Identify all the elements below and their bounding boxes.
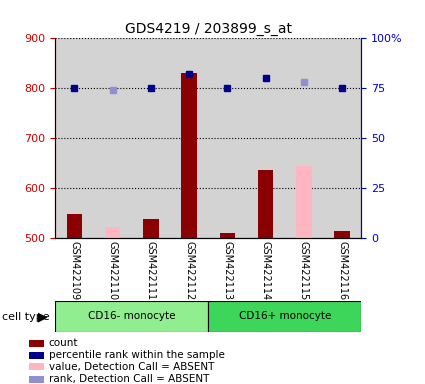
Bar	[55, 301, 208, 332]
Bar	[246, 38, 285, 238]
Title: GDS4219 / 203899_s_at: GDS4219 / 203899_s_at	[125, 22, 292, 36]
Bar	[29, 339, 44, 346]
Bar	[55, 38, 94, 238]
Bar	[208, 301, 361, 332]
Bar	[29, 352, 44, 359]
Text: percentile rank within the sample: percentile rank within the sample	[48, 350, 224, 360]
Text: GSM422115: GSM422115	[299, 241, 309, 300]
Bar	[208, 38, 246, 238]
Text: CD16+ monocyte: CD16+ monocyte	[238, 311, 331, 321]
Bar	[285, 38, 323, 238]
Bar	[29, 363, 44, 370]
Bar	[67, 214, 82, 238]
Text: GSM422111: GSM422111	[146, 241, 156, 300]
Bar	[296, 166, 312, 238]
Bar	[105, 227, 120, 238]
Text: GSM422114: GSM422114	[261, 241, 271, 300]
Bar	[220, 233, 235, 238]
Text: count: count	[48, 338, 78, 348]
Text: CD16- monocyte: CD16- monocyte	[88, 311, 176, 321]
Text: GSM422112: GSM422112	[184, 241, 194, 300]
Text: rank, Detection Call = ABSENT: rank, Detection Call = ABSENT	[48, 374, 209, 384]
Bar	[323, 38, 361, 238]
Text: value, Detection Call = ABSENT: value, Detection Call = ABSENT	[48, 361, 214, 372]
Bar	[170, 38, 208, 238]
Text: cell type: cell type	[2, 312, 50, 322]
Text: ▶: ▶	[38, 310, 48, 323]
Bar	[94, 38, 132, 238]
Text: GSM422110: GSM422110	[108, 241, 118, 300]
Text: GSM422113: GSM422113	[222, 241, 232, 300]
Bar	[143, 219, 159, 238]
Bar	[29, 376, 44, 382]
Text: GSM422109: GSM422109	[69, 241, 79, 300]
Bar	[181, 73, 197, 238]
Bar	[132, 38, 170, 238]
Text: GSM422116: GSM422116	[337, 241, 347, 300]
Bar	[258, 170, 273, 238]
Bar	[334, 230, 350, 238]
